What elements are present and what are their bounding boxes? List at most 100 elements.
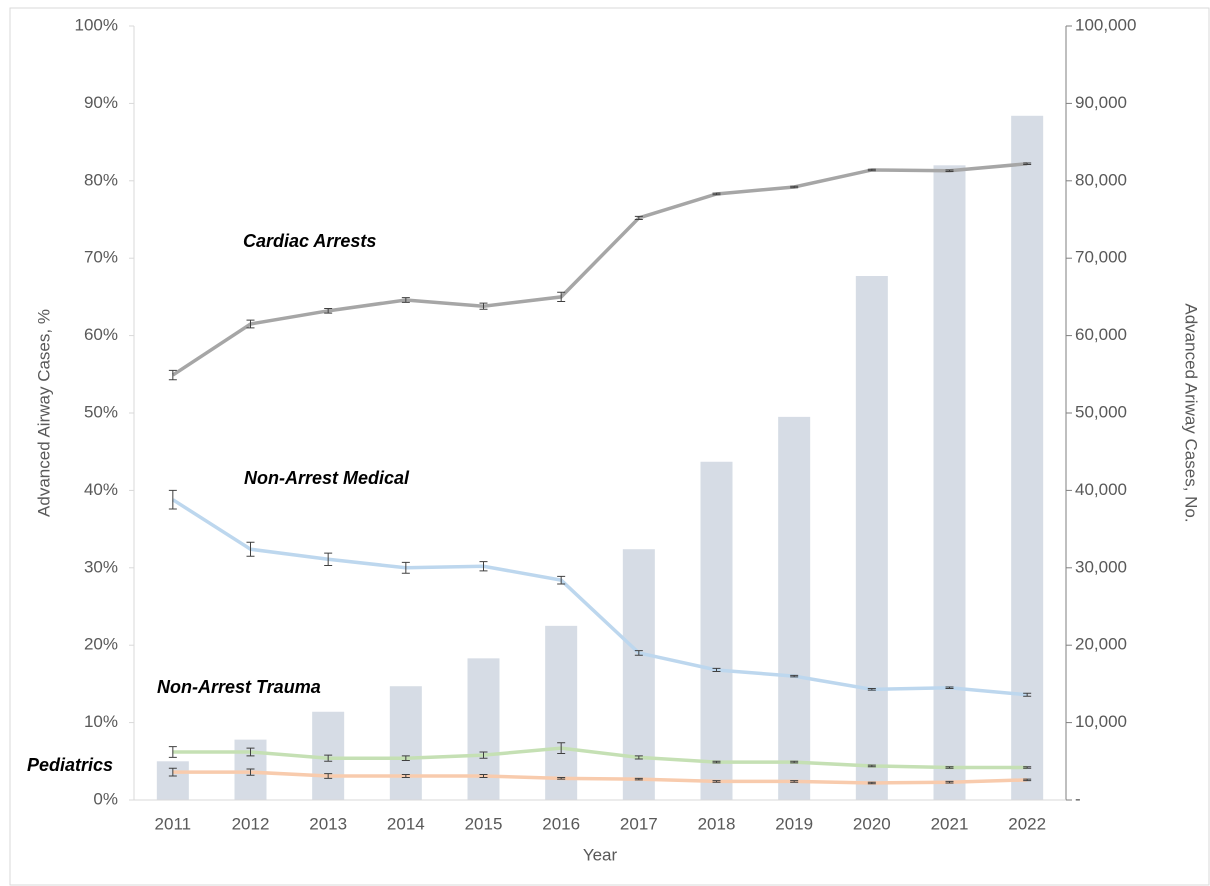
series-annotation: Cardiac Arrests [243, 231, 376, 251]
y2-tick-label: 10,000 [1075, 712, 1127, 731]
series-annotation: Non-Arrest Medical [244, 468, 410, 488]
error-bar [1023, 766, 1032, 769]
y-tick-label: 100% [75, 15, 118, 34]
error-bar [479, 751, 488, 759]
error-bar [945, 169, 954, 173]
y-tick-label: 80% [84, 170, 118, 189]
y2-tick-label: 60,000 [1075, 325, 1127, 344]
chart-border [9, 7, 1210, 886]
error-bar [401, 773, 410, 779]
bar [1011, 115, 1044, 800]
y-tick-label: 70% [84, 248, 118, 267]
error-bar [867, 764, 876, 768]
error-bar [168, 369, 177, 381]
error-bar [557, 575, 566, 585]
x-tick-label: 2021 [931, 814, 969, 833]
x-tick-label: 2016 [542, 814, 580, 833]
x-tick-label: 2011 [155, 814, 192, 833]
error-bar [557, 291, 566, 303]
error-bar [1023, 162, 1032, 166]
line [171, 162, 1028, 377]
y-tick-label: 10% [84, 712, 118, 731]
y-tick-label: 40% [84, 480, 118, 499]
error-bar [324, 773, 333, 779]
y2-tick-label: 100,000 [1075, 15, 1136, 34]
error-bar [945, 766, 954, 769]
line [172, 746, 1028, 770]
y-tick-label: 50% [84, 402, 118, 421]
error-bar [479, 302, 488, 310]
error-bar [401, 297, 410, 303]
error-bar [557, 777, 566, 780]
bar [933, 165, 966, 800]
error-bar [557, 742, 566, 755]
error-bar [790, 760, 799, 764]
error-bar [634, 650, 643, 656]
bar [389, 686, 422, 800]
x-tick-label: 2014 [387, 814, 425, 833]
bar [855, 276, 888, 800]
line [172, 770, 1028, 785]
x-tick-label: 2012 [232, 814, 270, 833]
y-tick-label: 90% [84, 93, 118, 112]
x-tick-label: 2017 [620, 814, 658, 833]
error-bar [712, 667, 721, 673]
error-bar [790, 185, 799, 189]
bar [622, 549, 655, 800]
error-bar [324, 754, 333, 762]
error-bar [246, 541, 255, 557]
y2-tick-label: 20,000 [1075, 635, 1127, 654]
error-bar [867, 168, 876, 172]
error-bar [945, 780, 954, 784]
error-bar [401, 755, 410, 762]
error-bar [246, 319, 255, 329]
x-tick-label: 2019 [775, 814, 813, 833]
y2-tick-label: 30,000 [1075, 557, 1127, 576]
error-bar [246, 747, 255, 757]
error-bar [479, 561, 488, 572]
error-bar [790, 674, 799, 678]
y-tick-label: 20% [84, 635, 118, 654]
x-tick-label: 2020 [853, 814, 891, 833]
error-bar [712, 192, 721, 196]
series-annotation: Non-Arrest Trauma [157, 677, 321, 697]
x-tick-label: 2022 [1008, 814, 1046, 833]
error-bar [945, 686, 954, 690]
error-bar [246, 768, 255, 776]
error-bar [479, 773, 488, 779]
error-bar [324, 552, 333, 566]
error-bar [168, 489, 177, 510]
y2-axis-title: Advanced Ariway Cases, No. [1182, 303, 1201, 522]
x-tick-label: 2018 [698, 814, 736, 833]
y2-tick-label: - [1075, 789, 1081, 808]
error-bar [401, 561, 410, 574]
error-bar [324, 308, 333, 314]
error-bar [867, 781, 876, 785]
error-bar [168, 767, 177, 777]
error-bar [168, 746, 177, 758]
error-bar [634, 777, 643, 781]
bar [545, 625, 578, 800]
y-axis-title: Advanced Airway Cases, % [34, 309, 53, 517]
bar [467, 658, 500, 800]
error-bar [634, 215, 643, 220]
series-annotation: Pediatrics [27, 755, 113, 775]
bar [156, 761, 189, 800]
y2-tick-label: 50,000 [1075, 402, 1127, 421]
error-bar [712, 780, 721, 783]
x-axis-title: Year [583, 845, 618, 864]
x-tick-label: 2015 [465, 814, 503, 833]
y2-tick-label: 80,000 [1075, 170, 1127, 189]
error-bar [712, 760, 721, 764]
y2-tick-label: 40,000 [1075, 480, 1127, 499]
bar [778, 416, 811, 800]
error-bar [1023, 778, 1032, 782]
y2-tick-label: 90,000 [1075, 93, 1127, 112]
y2-tick-label: 70,000 [1075, 248, 1127, 267]
bar [700, 461, 733, 800]
error-bar [790, 780, 799, 783]
line [171, 498, 1028, 697]
y-tick-label: 60% [84, 325, 118, 344]
y-tick-label: 30% [84, 557, 118, 576]
